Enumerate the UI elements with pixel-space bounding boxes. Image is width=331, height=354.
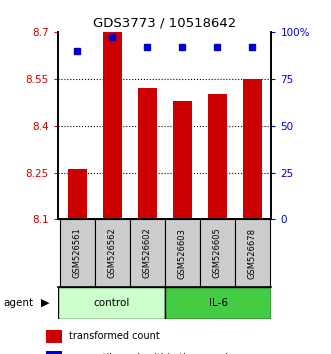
Bar — [138, 88, 157, 219]
Text: GSM526678: GSM526678 — [248, 228, 257, 279]
Text: ▶: ▶ — [41, 298, 50, 308]
Bar — [165, 219, 200, 287]
Bar — [243, 79, 262, 219]
Text: control: control — [93, 298, 129, 308]
Bar — [68, 170, 87, 219]
Bar — [103, 32, 122, 219]
Text: GSM526562: GSM526562 — [108, 228, 117, 279]
Title: GDS3773 / 10518642: GDS3773 / 10518642 — [93, 16, 236, 29]
Bar — [208, 95, 227, 219]
Text: agent: agent — [3, 298, 33, 308]
Bar — [95, 219, 130, 287]
Text: transformed count: transformed count — [69, 331, 160, 341]
Text: GSM526605: GSM526605 — [213, 228, 222, 279]
Bar — [172, 101, 192, 219]
Text: GSM526602: GSM526602 — [143, 228, 152, 279]
Bar — [46, 351, 62, 354]
Text: IL-6: IL-6 — [209, 298, 227, 308]
Text: GSM526561: GSM526561 — [73, 228, 82, 279]
Bar — [130, 219, 165, 287]
Bar — [200, 219, 235, 287]
Bar — [58, 287, 165, 319]
Bar — [165, 287, 271, 319]
Bar — [46, 330, 62, 343]
Text: percentile rank within the sample: percentile rank within the sample — [69, 353, 234, 354]
Bar — [60, 219, 95, 287]
Text: GSM526603: GSM526603 — [178, 228, 187, 279]
Bar — [235, 219, 270, 287]
